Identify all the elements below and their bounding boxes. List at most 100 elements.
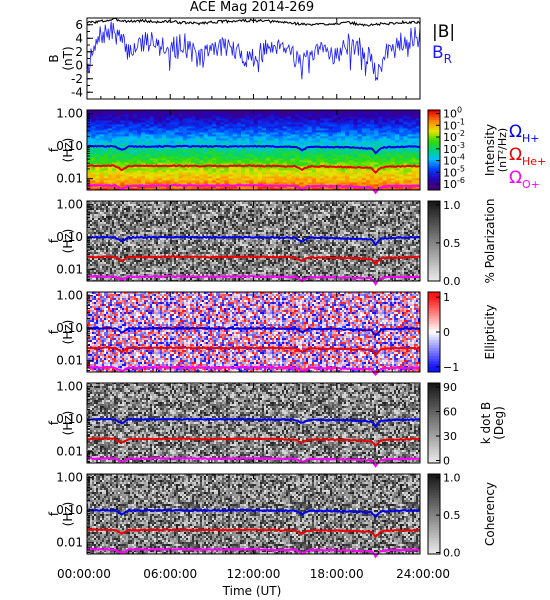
intensity-cell [207,186,213,189]
intensity-cell [245,180,250,183]
intensity-cell [332,124,338,127]
intensity-cell [216,112,221,115]
intensity-cell [224,136,229,139]
intensity-cell [378,122,383,125]
intensity-cell [278,120,284,123]
intensity-cell [295,140,300,143]
intensity-cell [411,150,417,153]
colorbar-segment [428,401,440,405]
intensity-cell [395,176,400,179]
intensity-cell [161,154,167,157]
f-y-tick-label: 0.10 [56,139,83,153]
intensity-cell [178,174,184,177]
intensity-cell [345,172,350,175]
intensity-cell [386,168,392,171]
gyro-he-line [86,437,421,447]
intensity-cell [340,172,346,175]
intensity-cell [307,112,313,115]
intensity-cell [128,114,134,117]
intensity-cell [216,176,221,179]
colorbar-tick-label: 1.0 [443,199,461,212]
intensity-cell [361,176,367,179]
intensity-cell [324,144,329,147]
intensity-cell [216,182,221,185]
intensity-cell [320,144,325,147]
intensity-cell [132,132,138,135]
intensity-cell [386,120,392,123]
intensity-cell [241,186,246,189]
intensity-cell [361,144,367,147]
intensity-cell [386,142,392,145]
intensity-cell [399,154,404,157]
intensity-cell [361,152,367,155]
intensity-cell [170,174,175,177]
intensity-cell [282,188,288,191]
intensity-cell [228,112,234,115]
intensity-cell [153,174,159,177]
intensity-cell [195,112,200,115]
intensity-cell [228,156,234,159]
intensity-cell [257,138,263,141]
intensity-cell [286,176,292,179]
intensity-cell [182,140,188,143]
intensity-cell [274,144,279,147]
intensity-cell [141,132,146,135]
intensity-cell [340,148,346,151]
intensity-cell [303,132,309,135]
intensity-cell [116,188,121,191]
intensity-cell [124,124,130,127]
intensity-cell [311,178,317,181]
intensity-cell [128,180,134,183]
intensity-cell [370,126,375,129]
intensity-cell [303,134,309,137]
intensity-cell [149,148,154,151]
intensity-cell [390,134,396,137]
intensity-cell [141,152,146,155]
intensity-cell [91,180,96,183]
intensity-cell [390,170,396,173]
intensity-cell [282,124,288,127]
intensity-cell [170,176,175,179]
intensity-cell [95,158,100,161]
intensity-cell [332,154,338,157]
intensity-cell [224,134,229,137]
intensity-cell [228,140,234,143]
intensity-cell [286,112,292,115]
intensity-cell [178,156,184,159]
intensity-cell [261,182,267,185]
intensity-cell [211,148,217,151]
intensity-cell [166,116,171,119]
f-y-axis-label: f [47,511,61,516]
intensity-cell [149,162,154,165]
intensity-cell [161,150,167,153]
f-y-axis-unit: (Hz) [61,411,75,436]
intensity-cell [91,174,96,177]
intensity-cell [149,110,154,113]
intensity-cell [107,126,113,129]
colorbar-segment [428,452,440,456]
intensity-cell [257,158,263,161]
colorbar-segment [428,249,440,252]
colorbar-segment [428,350,440,354]
intensity-cell [174,122,179,125]
intensity-cell [278,162,284,165]
intensity-cell [103,186,109,189]
intensity-cell [270,152,275,155]
intensity-cell [390,112,396,115]
intensity-cell [407,112,413,115]
intensity-cell [95,178,100,181]
intensity-cell [228,126,234,129]
intensity-cell [116,180,121,183]
intensity-cell [107,134,113,137]
intensity-cell [415,168,421,171]
colorbar-segment [428,337,440,341]
intensity-cell [157,154,163,157]
intensity-cell [145,168,150,171]
intensity-cell [157,118,163,121]
intensity-cell [186,130,192,133]
intensity-cell [170,180,175,183]
intensity-cell [345,154,350,157]
intensity-cell [111,116,117,119]
intensity-cell [91,136,96,139]
intensity-cell [386,122,392,125]
